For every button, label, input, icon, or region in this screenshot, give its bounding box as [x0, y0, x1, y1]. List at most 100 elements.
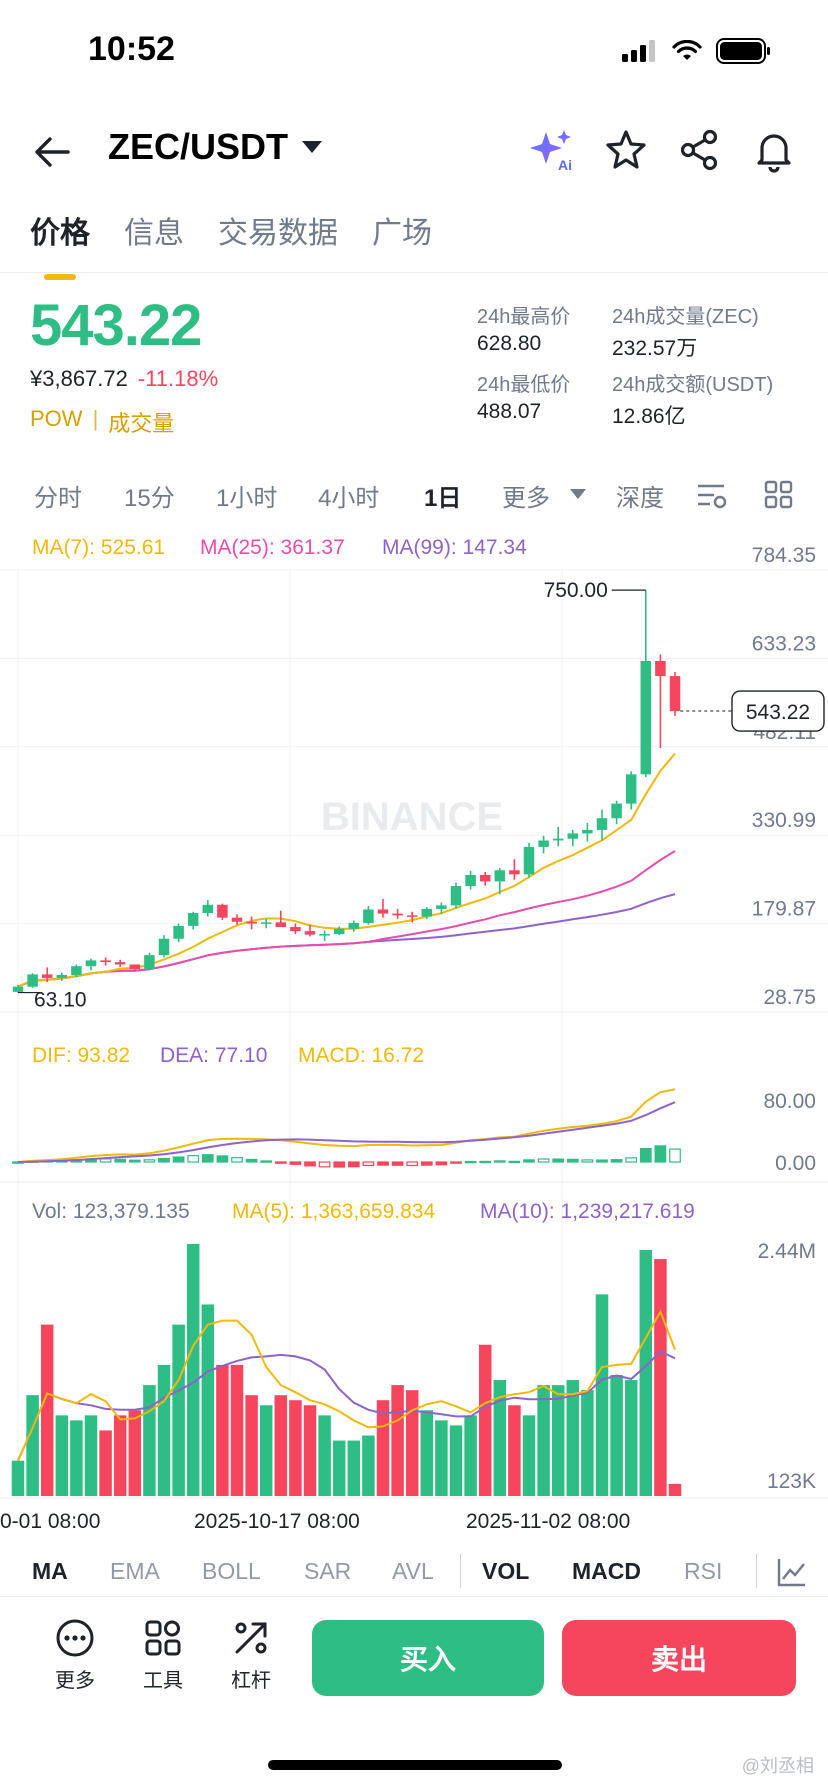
volume-bar: [113, 1415, 127, 1496]
macd-bar: [669, 1148, 681, 1163]
candle-body: [567, 833, 579, 839]
vol-ma5-line: [17, 1309, 676, 1462]
share-icon[interactable]: [676, 126, 724, 174]
candle-body: [56, 975, 68, 978]
ma-legend: MA(7): 525.61 MA(25): 361.37 MA(99): 147…: [32, 536, 527, 559]
price-markers: 750.00 63.10 543.22: [18, 579, 825, 1012]
ma7-line: [17, 752, 676, 988]
tab-square[interactable]: 广场: [372, 217, 432, 250]
vol-tick-max: 2.44M: [758, 1240, 816, 1263]
leverage-label: 杠杆: [231, 1670, 271, 1692]
more-button[interactable]: 更多: [40, 1618, 110, 1693]
pair-title: ZEC/USDT: [108, 126, 288, 167]
volume-bar: [128, 1410, 142, 1496]
macd-bar: [654, 1145, 667, 1163]
tabs-divider: [0, 272, 828, 273]
interval-1d[interactable]: 1日: [424, 485, 462, 512]
volume-bar: [99, 1430, 112, 1496]
status-icons: [622, 38, 772, 64]
pair-selector[interactable]: ZEC/USDT: [108, 126, 322, 168]
candle-body: [436, 905, 447, 909]
volume-bar: [318, 1415, 331, 1496]
indicator-macd[interactable]: MACD: [572, 1558, 641, 1584]
macd-tick: 80.00: [763, 1090, 816, 1113]
candle-body: [275, 922, 287, 928]
macd-bar: [99, 1158, 112, 1163]
volume-bar: [26, 1395, 39, 1496]
tag-pow[interactable]: POW: [30, 406, 83, 431]
indicator-ma[interactable]: MA: [32, 1558, 68, 1584]
price-tick: 179.87: [752, 898, 816, 921]
volume-bar: [40, 1324, 54, 1496]
candle-body: [144, 955, 155, 970]
volume-bar: [624, 1380, 638, 1496]
candle-body: [319, 934, 330, 936]
volume-bar: [508, 1405, 521, 1496]
dea-line: [17, 1101, 676, 1163]
candle-body: [655, 660, 666, 677]
interval-1h[interactable]: 1小时: [216, 485, 278, 512]
tag-row: POW | 成交量: [30, 406, 175, 436]
indicator-settings-icon[interactable]: [776, 1556, 808, 1588]
candle-body: [348, 922, 360, 929]
layout-grid-icon[interactable]: [764, 480, 794, 510]
chart-settings-icon[interactable]: [696, 482, 728, 512]
macd-bar: [158, 1157, 170, 1163]
time-axis: 0-01 08:00 2025-10-17 08:00 2025-11-02 0…: [0, 1510, 630, 1533]
low-marker-label: 63.10: [34, 989, 87, 1012]
volume-bar: [420, 1410, 434, 1496]
macd-bar: [566, 1158, 579, 1163]
ma25-line: [17, 850, 676, 988]
candle-body: [231, 917, 243, 922]
volume-bar: [610, 1375, 623, 1496]
vol-label: Vol: 123,379.135: [32, 1200, 190, 1223]
candle-body: [333, 928, 345, 935]
indicator-sar[interactable]: SAR: [304, 1558, 352, 1584]
tools-button[interactable]: 工具: [128, 1618, 198, 1693]
interval-more[interactable]: 更多: [502, 485, 550, 512]
x-label-3: 2025-11-02 08:00: [466, 1510, 630, 1533]
macd-bar: [479, 1160, 492, 1164]
candle-body: [100, 960, 111, 963]
buy-button[interactable]: 买入: [312, 1620, 544, 1696]
macd-bar: [610, 1159, 623, 1163]
bell-icon[interactable]: [750, 126, 798, 174]
star-icon[interactable]: [602, 126, 650, 174]
macd-bar: [406, 1161, 419, 1167]
indicator-boll[interactable]: BOLL: [202, 1558, 261, 1584]
candle-body: [450, 886, 462, 906]
macd-bar: [333, 1161, 346, 1168]
home-indicator[interactable]: [268, 1760, 562, 1770]
back-arrow-icon[interactable]: [30, 130, 74, 174]
macd-bar: [231, 1157, 243, 1163]
ai-sparkle-icon[interactable]: Ai: [528, 126, 576, 174]
interval-4h[interactable]: 4小时: [318, 485, 380, 512]
kline-chart[interactable]: BINANCE MA(7): 525.61 MA(25): 361.37 MA(…: [0, 530, 828, 1540]
stat-high-label: 24h最高价: [477, 306, 571, 328]
candle-body: [377, 909, 389, 914]
price-tick: 784.35: [752, 544, 816, 567]
indicator-avl[interactable]: AVL: [392, 1558, 434, 1584]
candle-body: [129, 964, 141, 970]
volume-bar: [391, 1385, 404, 1496]
macd-bar: [347, 1161, 360, 1168]
tab-trading-data[interactable]: 交易数据: [218, 217, 338, 250]
interval-depth[interactable]: 深度: [616, 485, 664, 512]
interval-15m[interactable]: 15分: [124, 485, 175, 512]
sell-button[interactable]: 卖出: [562, 1620, 796, 1696]
change-percent: -11.18%: [137, 366, 219, 391]
indicator-ema[interactable]: EMA: [110, 1558, 160, 1584]
tab-price[interactable]: 价格: [30, 208, 90, 280]
macd-bar: [523, 1159, 535, 1163]
volume-bar: [289, 1400, 302, 1496]
candle-body: [290, 927, 301, 932]
volume-panel: Vol: 123,379.135 MA(5): 1,363,659.834 MA…: [11, 1200, 816, 1496]
leverage-button[interactable]: 杠杆: [216, 1618, 286, 1693]
candle-body: [217, 904, 228, 918]
indicator-vol[interactable]: VOL: [482, 1558, 530, 1584]
tag-volume[interactable]: 成交量: [108, 411, 175, 436]
tab-info[interactable]: 信息: [124, 217, 184, 250]
macd-bar: [639, 1148, 652, 1163]
indicator-rsi[interactable]: RSI: [684, 1558, 723, 1584]
interval-timeline[interactable]: 分时: [34, 485, 82, 512]
